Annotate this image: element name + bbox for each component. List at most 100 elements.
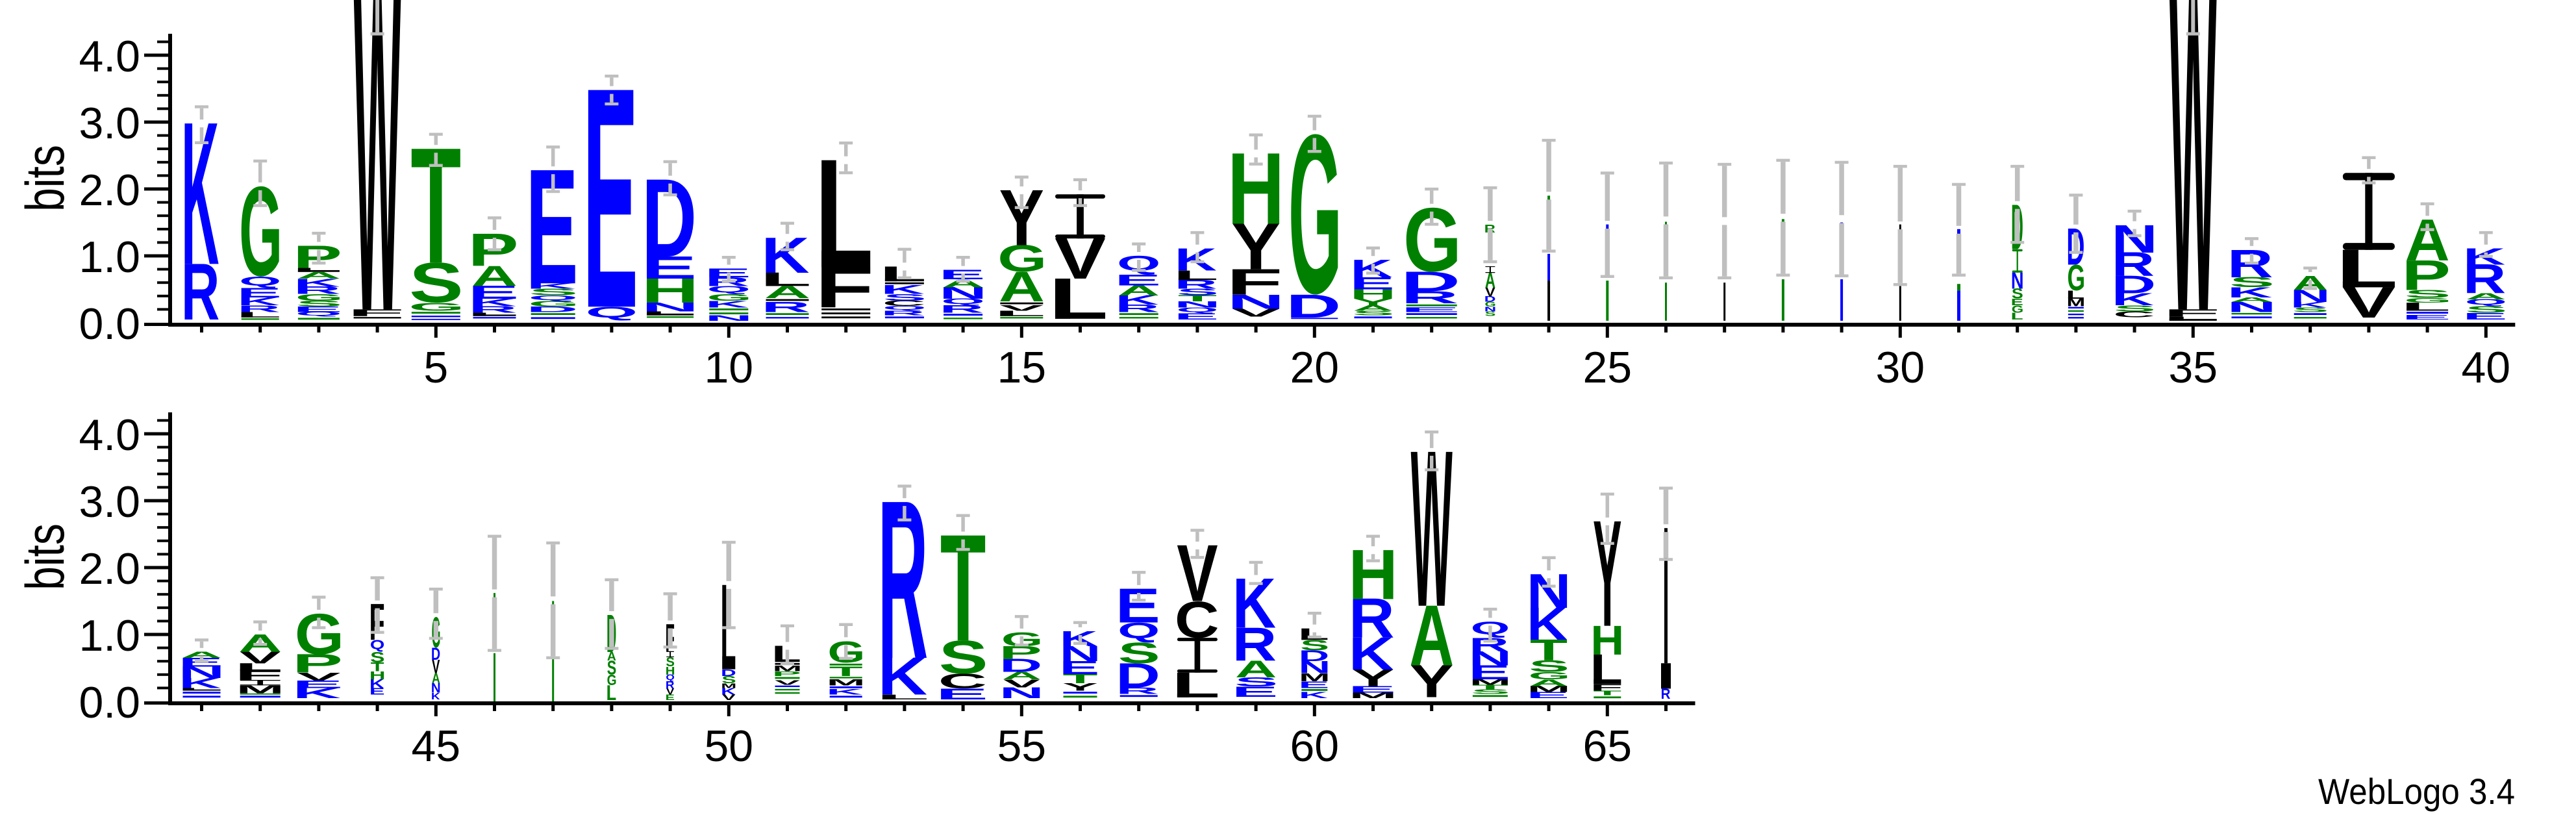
svg-text:G: G [529,300,579,308]
svg-text:S: S [1471,688,1510,695]
svg-text:50: 50 [704,721,753,771]
svg-text:C: C [1175,590,1219,648]
svg-text:P: P [2402,251,2451,299]
svg-text:N: N [1060,642,1101,666]
svg-text:R: R [469,304,518,315]
svg-text:S: S [2012,286,2023,302]
svg-text:Q: Q [882,305,926,311]
svg-text:R: R [940,303,984,315]
svg-text:Q: Q [666,673,674,682]
svg-text:R: R [1115,303,1159,314]
svg-text:D: D [1484,295,1496,304]
svg-text:R: R [181,247,219,337]
svg-text:R: R [1349,586,1395,650]
svg-text:V: V [432,657,440,678]
svg-text:N: N [999,684,1044,701]
svg-text:15: 15 [997,343,1046,392]
svg-text:F: F [1590,682,1623,693]
svg-text:S: S [607,657,616,679]
svg-text:S: S [2114,303,2156,313]
svg-text:S: S [1529,657,1569,675]
svg-text:D: D [1286,288,1341,325]
svg-text:S: S [296,299,342,308]
svg-text:N: N [1299,657,1331,677]
svg-text:N: N [2227,299,2276,315]
svg-text:M: M [1299,671,1330,684]
svg-text:P: P [292,649,343,679]
svg-text:V: V [1177,529,1218,618]
svg-text:C: C [2113,310,2155,319]
svg-text:Y: Y [1352,664,1394,691]
svg-text:G: G [1484,300,1495,308]
svg-text:V: V [775,679,800,686]
svg-text:3.0: 3.0 [79,99,140,148]
svg-text:E: E [1526,690,1569,700]
svg-text:S: S [883,292,927,303]
svg-text:A: A [1118,282,1160,298]
svg-text:T: T [1530,633,1568,667]
svg-text:S: S [2405,288,2451,300]
svg-text:Q: Q [586,303,638,320]
svg-text:4.0: 4.0 [79,32,140,81]
svg-text:K: K [431,691,440,702]
svg-text:V: V [1003,677,1040,690]
svg-text:K: K [469,296,517,308]
svg-text:A: A [1235,655,1277,683]
svg-text:R: R [1175,277,1218,292]
svg-text:S: S [1234,675,1278,690]
svg-text:V: V [722,693,736,701]
svg-text:S: S [1177,286,1219,297]
svg-text:K: K [369,677,384,691]
svg-text:E: E [1059,657,1099,678]
svg-text:E: E [2401,314,2451,321]
svg-text:bits: bits [14,145,75,212]
svg-text:N: N [1469,647,1512,670]
svg-text:N: N [705,314,753,322]
svg-text:M: M [721,682,736,690]
svg-text:W: W [354,0,402,407]
svg-text:A: A [181,650,221,660]
svg-text:K: K [293,685,341,701]
svg-text:Q: Q [1118,618,1160,643]
svg-text:F: F [1227,261,1283,303]
svg-text:20: 20 [1290,343,1339,392]
svg-text:E: E [1350,274,1395,294]
svg-text:S: S [666,655,675,670]
svg-text:Q: Q [370,638,384,653]
svg-text:A: A [1529,677,1568,688]
svg-text:E: E [237,285,282,301]
svg-text:Q: Q [2465,298,2507,307]
svg-text:A: A [432,671,440,686]
svg-text:S: S [1485,310,1496,318]
svg-text:V: V [666,687,675,697]
svg-text:Y: Y [999,174,1044,263]
svg-text:R: R [881,309,925,317]
svg-text:R: R [762,299,810,315]
svg-text:R: R [666,679,675,692]
svg-text:1.0: 1.0 [79,232,140,282]
svg-text:W: W [2170,0,2218,407]
svg-text:M: M [2067,297,2086,308]
svg-text:G: G [2404,297,2452,304]
svg-text:S: S [409,251,464,314]
svg-text:4.0: 4.0 [79,410,140,460]
svg-text:T: T [1472,683,1508,691]
svg-text:M: M [1527,684,1571,694]
svg-text:E: E [1174,312,1219,321]
svg-text:T: T [1178,294,1217,303]
svg-text:D: D [1401,266,1460,297]
svg-text:0.0: 0.0 [79,299,140,349]
svg-text:30: 30 [1875,343,1925,392]
svg-text:E: E [468,282,519,303]
svg-text:E: E [369,686,385,697]
svg-text:A: A [999,262,1045,310]
svg-text:A: A [2466,292,2506,301]
svg-text:G: G [295,292,344,303]
svg-text:5: 5 [423,343,448,392]
svg-text:K: K [238,295,280,308]
svg-text:K: K [179,675,221,691]
svg-text:M: M [773,664,802,673]
svg-text:N: N [939,284,987,302]
svg-text:T: T [1594,689,1622,697]
svg-text:R: R [1116,685,1159,696]
